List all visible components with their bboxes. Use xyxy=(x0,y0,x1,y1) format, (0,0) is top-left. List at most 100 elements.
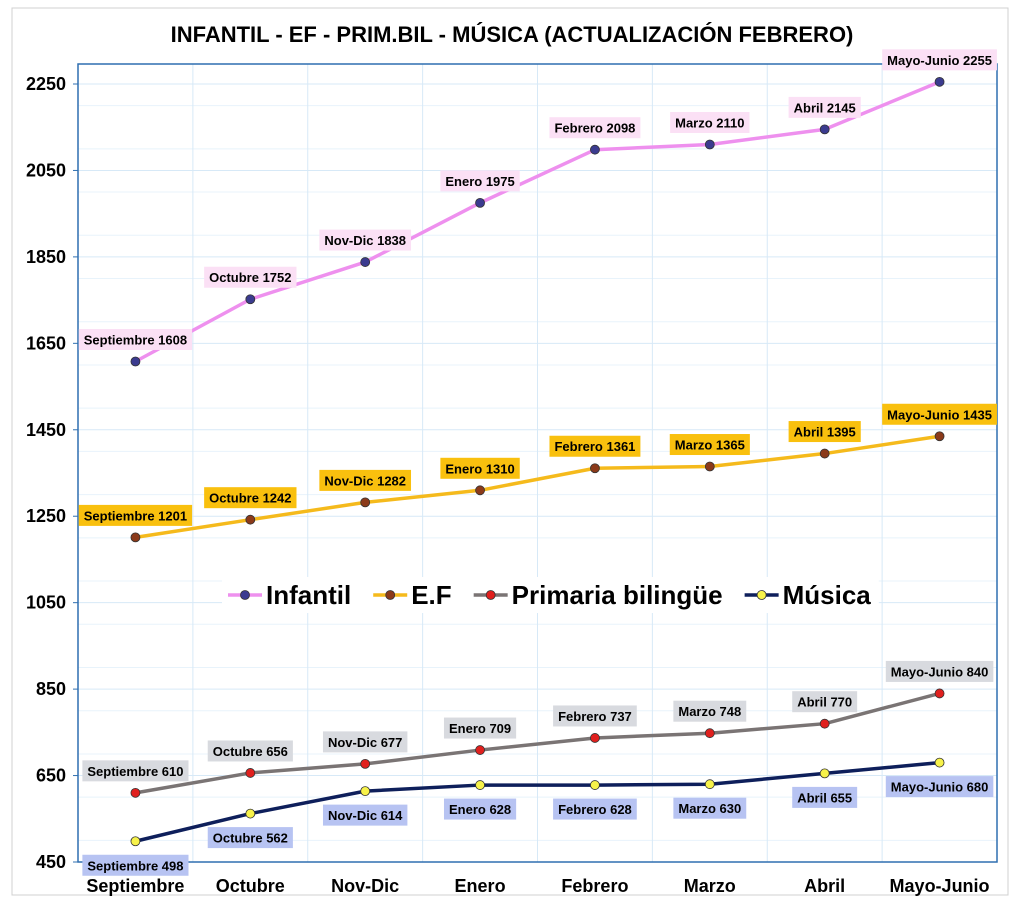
legend-item: E.F xyxy=(373,580,452,610)
data-label: Nov-Dic 1838 xyxy=(319,229,412,251)
data-label: Marzo 630 xyxy=(673,797,747,819)
legend-swatch-marker xyxy=(756,590,767,600)
data-label-text: Abril 2145 xyxy=(794,100,856,115)
data-label-text: Octubre 656 xyxy=(213,744,288,759)
series-line xyxy=(135,691,941,795)
data-label-box xyxy=(882,403,997,425)
data-point xyxy=(934,688,945,699)
chart-area-border xyxy=(11,7,1009,896)
y-tick-label: 1050 xyxy=(26,593,66,613)
y-tick-label: 2250 xyxy=(26,74,66,94)
data-label-text: Septiembre 1201 xyxy=(84,508,187,523)
series-3 xyxy=(130,757,945,847)
data-label-box xyxy=(322,731,408,753)
data-label: Marzo 2110 xyxy=(670,112,750,134)
data-label: Enero 709 xyxy=(443,717,517,739)
data-label: Mayo-Junio 1435 xyxy=(882,403,997,425)
data-label: Marzo 748 xyxy=(673,700,747,722)
data-point xyxy=(360,758,371,769)
data-label-box xyxy=(204,266,297,288)
data-label-text: Enero 1310 xyxy=(445,461,514,476)
data-label: Mayo-Junio 680 xyxy=(885,776,994,798)
data-label-text: Abril 655 xyxy=(797,790,852,805)
data-label: Septiembre 498 xyxy=(82,854,189,876)
data-point xyxy=(130,787,141,798)
data-label: Febrero 2098 xyxy=(549,117,641,139)
data-point xyxy=(704,779,715,790)
data-label-text: Nov-Dic 1282 xyxy=(324,473,406,488)
data-point xyxy=(590,144,600,155)
data-label: Nov-Dic 614 xyxy=(322,804,408,826)
data-label-box xyxy=(204,487,297,509)
data-label: Mayo-Junio 2255 xyxy=(882,49,997,71)
data-label-text: Abril 1395 xyxy=(794,425,856,440)
data-label-text: Febrero 737 xyxy=(558,709,632,724)
data-label-text: Mayo-Junio 840 xyxy=(891,664,989,679)
x-tick-label: Octubre xyxy=(216,876,285,896)
data-label: Abril 2145 xyxy=(788,96,861,118)
data-label-text: Enero 1975 xyxy=(445,174,514,189)
x-tick-label: Abril xyxy=(804,876,845,896)
data-label: Septiembre 1608 xyxy=(78,328,193,350)
plot-area-border xyxy=(77,63,998,863)
data-point xyxy=(590,463,600,474)
data-label: Febrero 1361 xyxy=(549,435,641,457)
series-1 xyxy=(130,431,945,543)
data-point xyxy=(245,768,256,778)
data-label-text: Mayo-Junio 680 xyxy=(891,780,989,795)
series-line xyxy=(135,434,940,540)
legend-label: Música xyxy=(783,580,872,610)
legend-swatch-marker xyxy=(385,590,396,600)
x-tick-label: Nov-Dic xyxy=(331,876,399,896)
data-label: Octubre 1752 xyxy=(204,266,297,288)
data-label-box xyxy=(553,705,637,727)
data-label-box xyxy=(443,717,517,739)
data-label-text: Enero 709 xyxy=(449,721,511,736)
data-label-text: Septiembre 1608 xyxy=(84,332,187,347)
x-tick-label: Mayo-Junio xyxy=(890,876,990,896)
data-label: Octubre 562 xyxy=(207,827,293,849)
data-point xyxy=(704,139,715,150)
data-label-text: Nov-Dic 677 xyxy=(328,735,402,750)
data-label: Nov-Dic 677 xyxy=(322,731,408,753)
data-label-box xyxy=(322,804,408,826)
data-label-box xyxy=(673,700,747,722)
series xyxy=(130,76,945,847)
data-label: Enero 1975 xyxy=(440,170,520,192)
data-label-box xyxy=(207,827,293,849)
data-label-text: Marzo 1365 xyxy=(675,438,745,453)
data-label-box xyxy=(882,49,997,71)
data-label-box xyxy=(78,328,193,350)
data-label-text: Septiembre 498 xyxy=(87,858,183,873)
data-label: Enero 628 xyxy=(443,798,517,820)
legend: Infantil E.F Primaria bilingüe Música xyxy=(222,577,879,613)
data-label-text: Febrero 628 xyxy=(558,802,632,817)
legend-swatch-marker xyxy=(485,590,496,600)
data-label-box xyxy=(549,117,641,139)
data-label: Marzo 1365 xyxy=(669,434,750,456)
data-label-box xyxy=(78,504,193,526)
data-label-box xyxy=(788,96,861,118)
data-point xyxy=(360,257,371,267)
data-point xyxy=(819,448,830,459)
data-label-text: Mayo-Junio 1435 xyxy=(887,407,992,422)
data-point xyxy=(704,461,715,472)
data-label-text: Marzo 748 xyxy=(678,704,741,719)
data-label: Mayo-Junio 840 xyxy=(885,660,994,682)
data-label: Enero 1310 xyxy=(440,457,520,479)
data-point xyxy=(475,780,485,790)
data-point xyxy=(819,768,830,779)
data-label-box xyxy=(319,229,412,251)
y-tick-label: 1850 xyxy=(26,247,66,267)
data-label: Abril 1395 xyxy=(788,421,861,443)
y-tick-label: 1250 xyxy=(26,506,66,526)
chart-title: INFANTIL - EF - PRIM.BIL - MÚSICA (ACTUA… xyxy=(171,22,854,47)
x-tick-label: Febrero xyxy=(561,876,628,896)
data-label-box xyxy=(440,170,520,192)
data-point xyxy=(934,757,945,768)
data-point xyxy=(819,124,830,135)
legend-label: Primaria bilingüe xyxy=(512,580,723,610)
data-label-text: Mayo-Junio 2255 xyxy=(887,53,992,68)
data-point xyxy=(130,532,141,543)
data-point xyxy=(245,294,256,305)
